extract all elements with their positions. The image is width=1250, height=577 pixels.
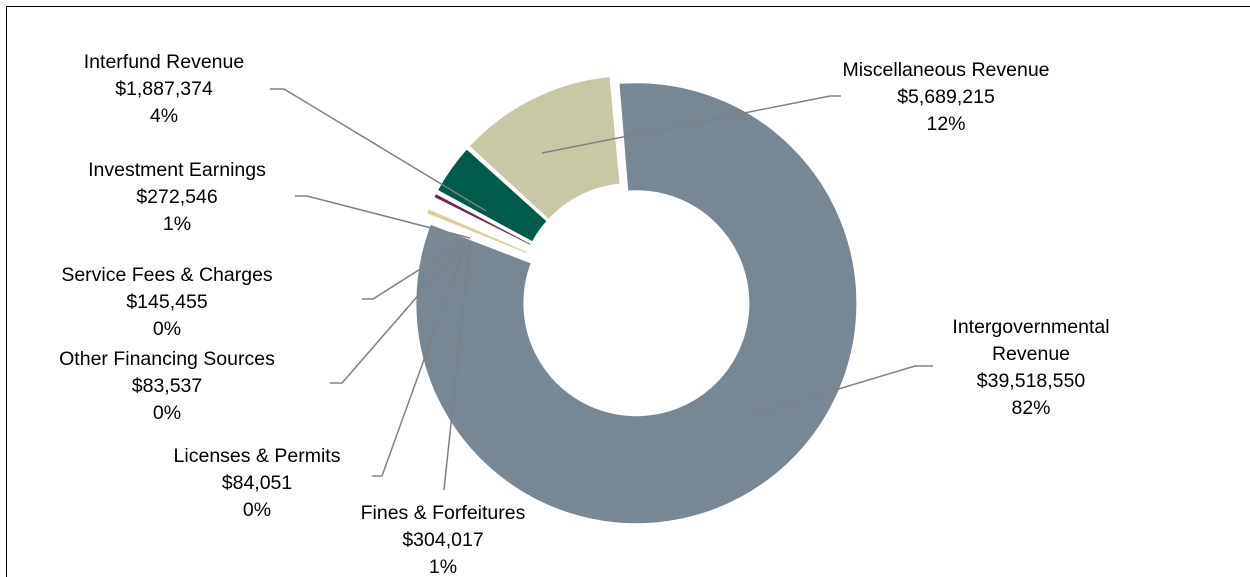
data-label-miscellaneous-revenue: Miscellaneous Revenue $5,689,215 12% [842,59,1049,135]
label-percent-interfund-revenue: 4% [150,105,178,127]
data-label-interfund-revenue: Interfund Revenue $1,887,374 4% [84,51,244,127]
label-value-service-fees-charges: $145,455 [126,291,207,313]
slice-miscellaneous-revenue [467,74,622,222]
label-value-licenses-permits: $84,051 [222,472,293,494]
donut-slices [414,74,859,526]
data-label-fines-forfeitures: Fines & Forfeitures $304,017 1% [361,502,526,577]
label-percent-miscellaneous-revenue: 12% [926,113,965,135]
data-label-other-financing-sources: Other Financing Sources $83,537 0% [59,348,275,424]
chart-frame [6,6,1250,577]
leader-line-licenses-permits [372,245,466,477]
label-name-intergovernmental-revenue: Intergovernmental [952,316,1109,338]
leader-line-miscellaneous-revenue [541,95,841,154]
label-value-fines-forfeitures: $304,017 [402,529,483,551]
label-value-intergovernmental-revenue: $39,518,550 [977,370,1086,392]
label-name-interfund-revenue: Interfund Revenue [84,51,244,73]
label-percent-intergovernmental-revenue: 82% [1011,397,1050,419]
data-label-licenses-permits: Licenses & Permits $84,051 0% [174,445,341,521]
label-value-interfund-revenue: $1,887,374 [115,78,213,100]
data-label-investment-earnings: Investment Earnings $272,546 1% [88,159,266,235]
leader-line-service-fees-charges [362,241,464,300]
leader-lines [270,88,933,491]
label-name-fines-forfeitures: Fines & Forfeitures [361,502,526,524]
label-name-other-financing-sources: Other Financing Sources [59,348,275,370]
data-label-service-fees-charges: Service Fees & Charges $145,455 0% [61,264,273,340]
label-value-investment-earnings: $272,546 [136,186,217,208]
leader-line-intergovernmental-revenue [741,365,933,419]
label-name-licenses-permits: Licenses & Permits [174,445,341,467]
label-value-other-financing-sources: $83,537 [132,375,203,397]
leader-line-fines-forfeitures [443,242,471,491]
label-name-intergovernmental-revenue: Revenue [992,343,1070,365]
leader-line-other-financing-sources [330,243,464,384]
data-labels: Intergovernmental Revenue $39,518,550 82% Fi… [59,51,1109,577]
slice-interfund-revenue [435,146,550,244]
leader-line-interfund-revenue [270,88,487,212]
slice-fines-forfeitures [424,206,530,256]
slice-service-fees-charges [429,198,532,250]
label-percent-licenses-permits: 0% [243,499,271,521]
label-percent-fines-forfeitures: 1% [429,556,457,577]
label-percent-other-financing-sources: 0% [153,402,181,424]
label-percent-service-fees-charges: 0% [153,318,181,340]
label-name-investment-earnings: Investment Earnings [88,159,266,181]
label-value-miscellaneous-revenue: $5,689,215 [897,86,995,108]
label-percent-investment-earnings: 1% [163,213,191,235]
slice-licenses-permits [427,204,531,252]
label-name-miscellaneous-revenue: Miscellaneous Revenue [842,59,1049,81]
slice-investment-earnings [431,191,534,248]
leader-line-investment-earnings [295,195,471,239]
slice-other-financing-sources [428,202,531,251]
label-name-service-fees-charges: Service Fees & Charges [61,264,273,286]
data-label-intergovernmental-revenue: Intergovernmental Revenue $39,518,550 82% [952,316,1109,419]
